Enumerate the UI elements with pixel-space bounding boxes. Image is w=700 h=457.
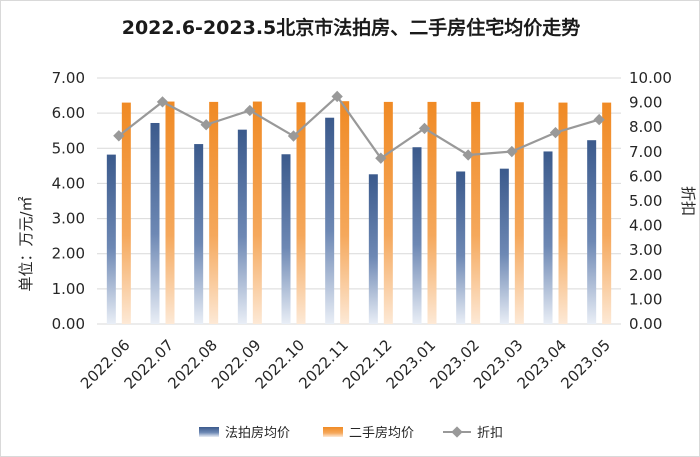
y2-tick-label: 9.00 [629,94,662,112]
y2-tick-label: 2.00 [629,266,662,284]
bar-auction-price [587,140,597,324]
bar-resale-price [340,101,350,325]
bar-resale-price [252,101,262,324]
bar-resale-price [471,101,481,324]
y-tick-label: 1.00 [52,280,85,298]
discount-line-path [118,94,600,160]
y-tick-label: 3.00 [52,210,85,228]
bars [106,101,612,325]
y-axis-title: 单位：万元/㎡ [17,196,35,291]
legend: 法拍房均价 二手房均价 折扣 [199,425,503,441]
legend-label: 折扣 [477,426,503,441]
y2-axis-title: 折扣 [679,186,697,216]
y-tick-label: 4.00 [52,174,85,192]
y-axis-right-ticks: 0.00 1.00 2.00 3.00 4.00 5.00 6.00 7.00 8.00 9.00… [629,69,672,333]
discount-line [113,90,605,164]
discount-point [462,149,474,161]
legend-marker [451,426,463,438]
y2-tick-label: 5.00 [629,192,662,210]
bar-resale-price [383,101,393,324]
discount-point [506,145,518,158]
y-tick-label: 2.00 [52,245,85,263]
legend-label: 法拍房均价 [225,425,290,441]
y-tick-label: 6.00 [52,104,85,122]
chart-title: 2022.6-2023.5北京市法拍房、二手房住宅均价走势 [122,16,581,39]
y2-tick-label: 8.00 [629,118,662,136]
y2-tick-label: 6.00 [629,167,662,185]
bar-auction-price [499,168,509,324]
bar-resale-price [602,102,612,324]
y2-tick-label: 10.00 [629,69,672,87]
legend-swatch [199,427,219,437]
y2-tick-label: 4.00 [629,217,662,235]
gridlines [97,77,621,325]
y2-tick-label: 0.00 [629,315,662,333]
bar-auction-price [150,122,160,325]
bar-resale-price [558,102,568,324]
discount-point [287,130,300,142]
bar-auction-price [543,151,553,324]
bar-resale-price [514,102,524,325]
y-tick-label: 0.00 [52,315,85,333]
y2-tick-label: 3.00 [629,241,662,259]
bar-auction-price [281,154,291,324]
bar-resale-price [209,101,219,324]
bar-resale-price [427,101,437,324]
y2-tick-label: 7.00 [629,143,662,161]
bar-resale-price [165,101,175,324]
bar-auction-price [194,144,204,324]
legend-swatch [323,427,343,437]
legend-label: 二手房均价 [349,425,414,441]
bar-auction-price [325,117,335,324]
bar-resale-price [296,102,306,325]
bar-auction-price [237,129,247,324]
y-tick-label: 5.00 [52,139,85,157]
y-axis-left-ticks: 0.00 1.00 2.00 3.00 4.00 5.00 6.00 7.00 [52,69,85,333]
bar-auction-price [412,147,422,324]
bar-resale-price [121,102,131,324]
discount-point [375,152,387,164]
x-axis-ticks: 2022.062022.072022.082022.092022.102022.… [77,336,614,393]
bar-auction-price [368,174,378,324]
bar-auction-price [456,171,466,324]
y-tick-label: 7.00 [52,69,85,87]
bar-auction-price [106,154,116,324]
y2-tick-label: 1.00 [629,290,662,308]
